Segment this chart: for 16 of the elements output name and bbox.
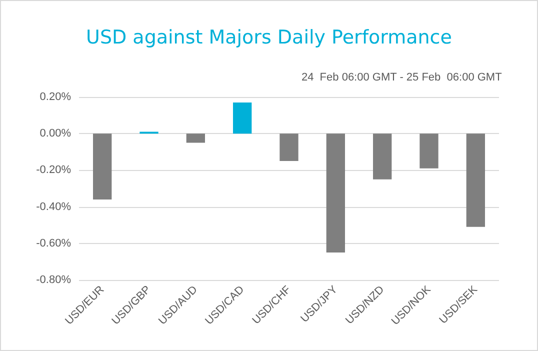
bar xyxy=(93,134,112,200)
y-tick-label: -0.20% xyxy=(36,164,72,176)
y-tick-label: -0.80% xyxy=(36,274,72,286)
chart-title: USD against Majors Daily Performance xyxy=(86,26,452,48)
chart-subtitle: 24 Feb 06:00 GMT - 25 Feb 06:00 GMT xyxy=(301,72,502,84)
bar xyxy=(420,134,438,168)
bar xyxy=(280,134,298,162)
bar xyxy=(373,134,392,180)
y-tick-label: -0.40% xyxy=(36,200,72,213)
bar xyxy=(466,134,485,227)
y-tick-label: 0.00% xyxy=(40,128,72,140)
y-tick-label: 0.20% xyxy=(40,91,72,103)
bar xyxy=(186,134,205,143)
bar xyxy=(233,102,252,134)
y-tick-label: -0.60% xyxy=(36,237,72,250)
bar xyxy=(326,134,345,253)
